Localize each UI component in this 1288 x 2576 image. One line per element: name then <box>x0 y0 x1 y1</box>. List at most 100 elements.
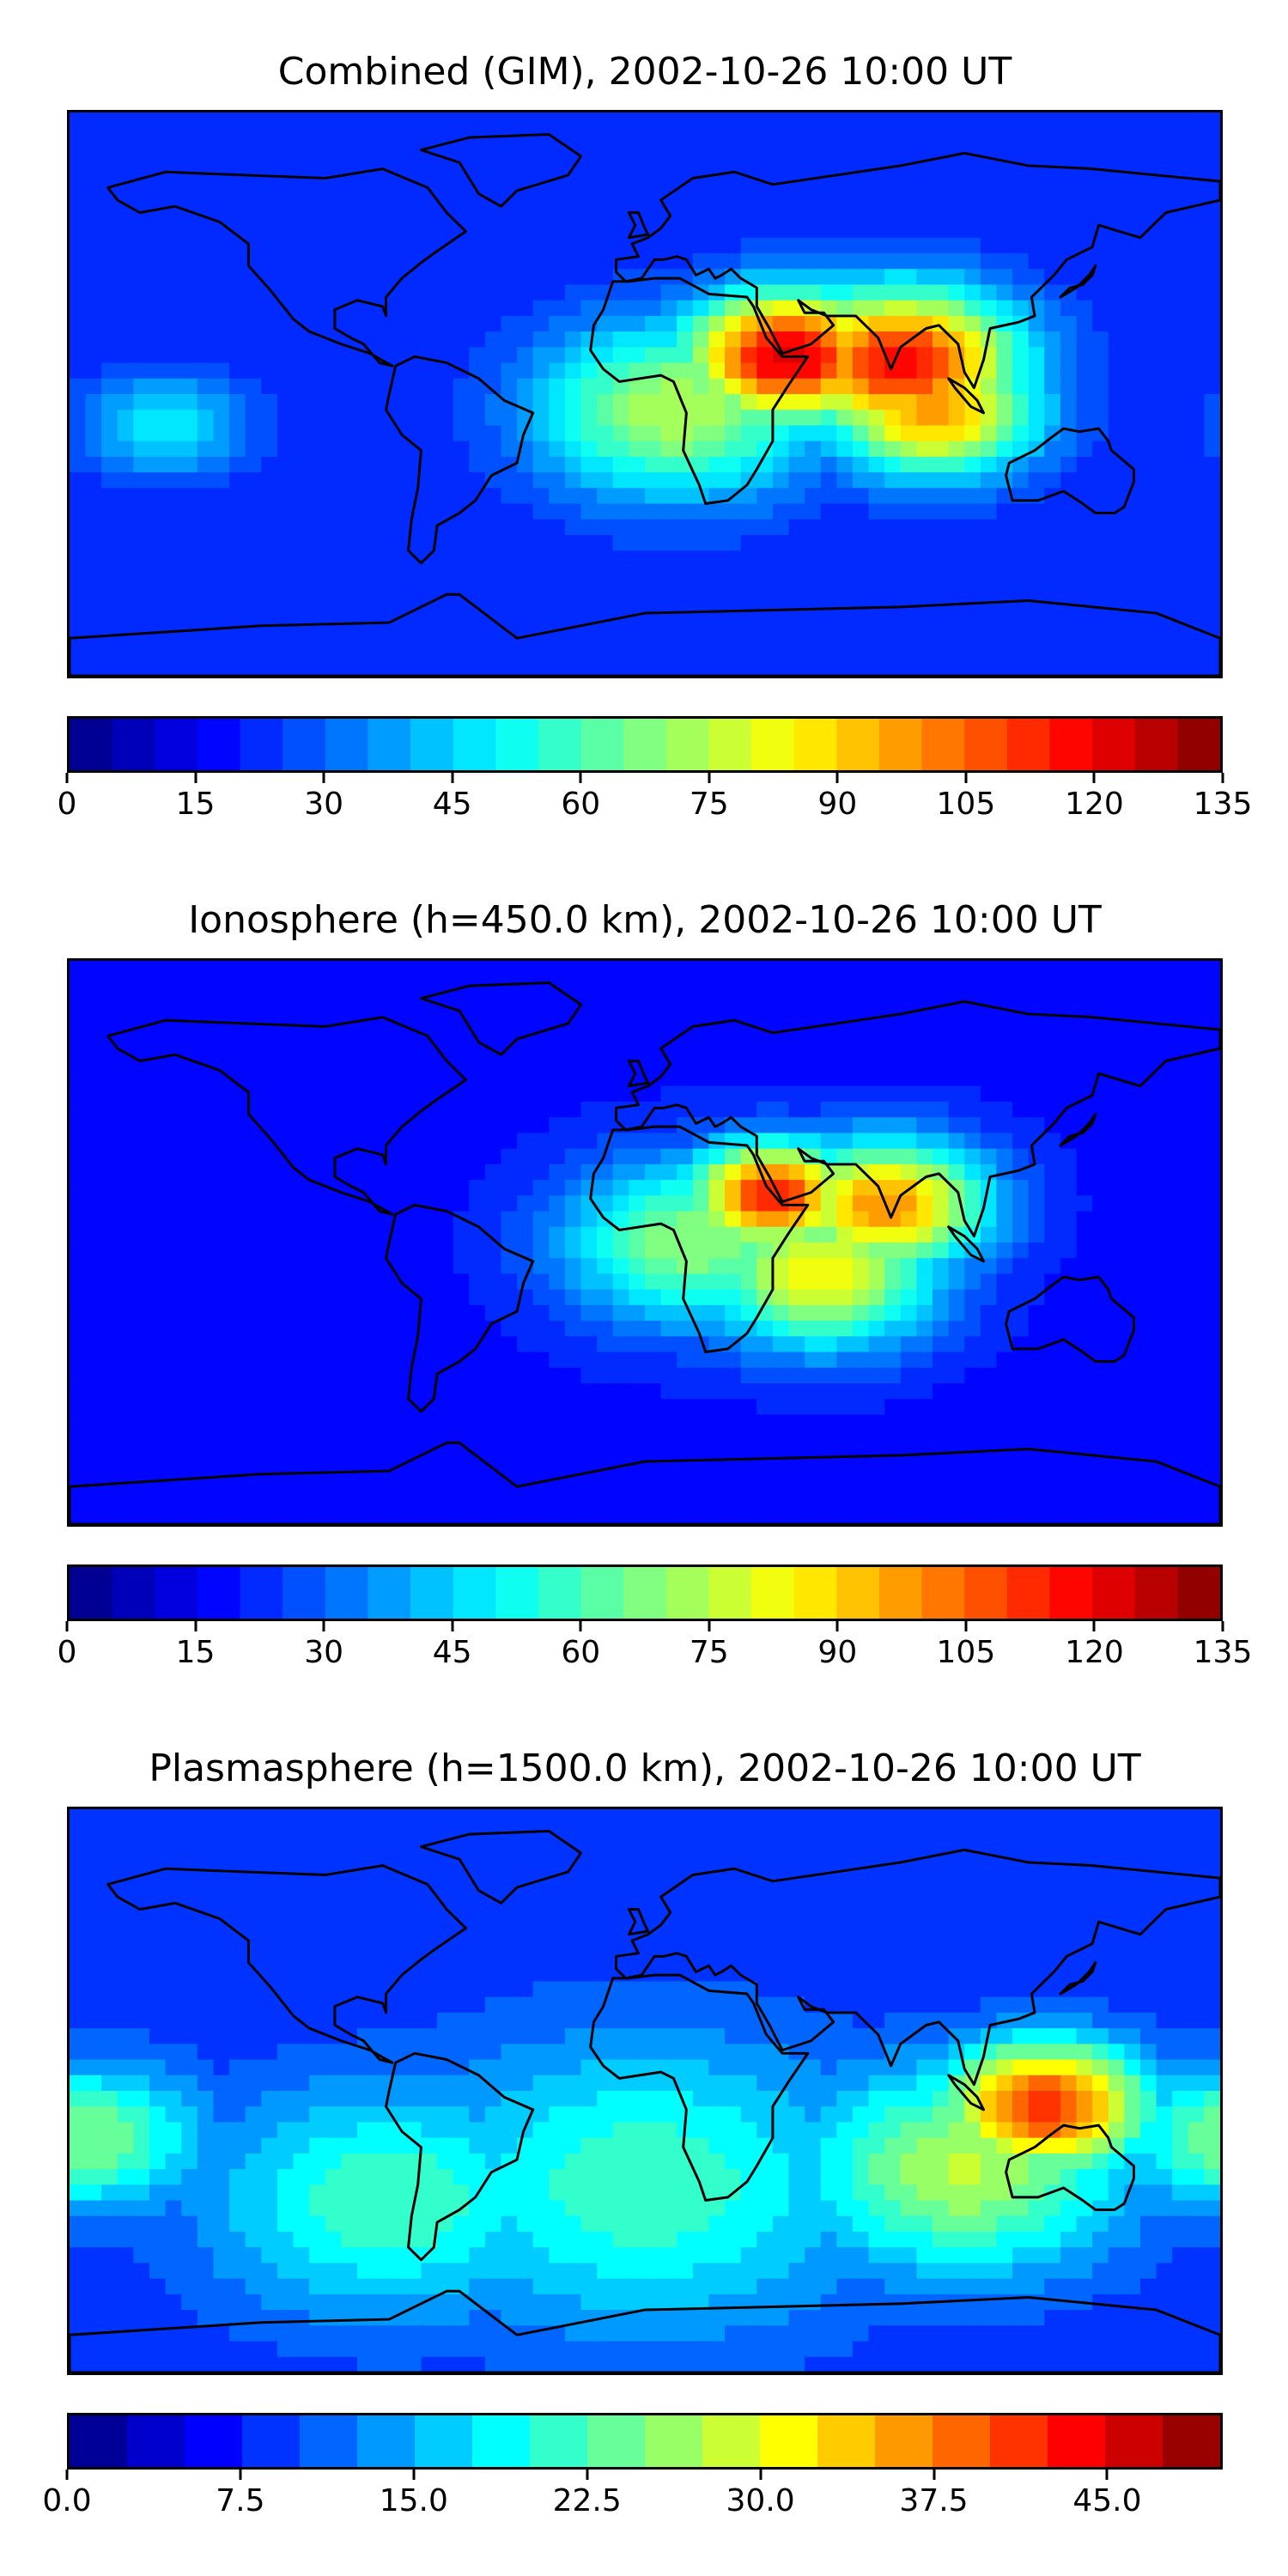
field-cell <box>389 1273 406 1291</box>
field-cell <box>484 472 502 489</box>
field-cell <box>453 659 470 676</box>
field-cell <box>884 566 902 583</box>
field-cell <box>852 1367 870 1384</box>
field-cell <box>421 1226 438 1243</box>
field-cell <box>165 300 182 317</box>
field-cell <box>677 1414 694 1431</box>
field-cell <box>101 253 118 270</box>
field-cell <box>900 1242 917 1259</box>
field-cell <box>788 566 805 583</box>
field-cell <box>1044 394 1061 410</box>
field-cell <box>1124 535 1141 551</box>
field-cell <box>820 566 837 583</box>
field-cell <box>1188 1148 1205 1165</box>
field-cell <box>293 581 310 598</box>
field-cell <box>612 1336 629 1353</box>
field-cell <box>532 331 550 348</box>
field-cell <box>117 519 135 536</box>
field-cell <box>325 581 342 598</box>
field-cell <box>1139 331 1157 348</box>
field-cell <box>948 1163 965 1181</box>
field-cell <box>1092 1352 1109 1369</box>
field-cell <box>165 1367 182 1384</box>
field-cell <box>1156 1430 1173 1447</box>
field-cell <box>1156 1085 1173 1103</box>
field-cell <box>404 206 422 223</box>
field-cell <box>309 644 326 661</box>
field-cell <box>996 1321 1013 1337</box>
field-cell <box>660 961 677 977</box>
field-cell <box>276 237 295 254</box>
field-cell <box>564 550 582 568</box>
field-cell <box>1060 550 1078 568</box>
field-cell <box>181 410 198 427</box>
field-cell <box>660 1383 677 1400</box>
field-cell <box>740 535 757 551</box>
field-cell <box>293 1023 310 1040</box>
field-cell <box>692 1352 710 1369</box>
field-cell <box>229 1054 246 1072</box>
field-cell <box>948 269 965 286</box>
field-cell <box>1044 1445 1061 1462</box>
field-cell <box>564 1054 582 1072</box>
field-cell <box>70 1367 87 1384</box>
field-cell <box>629 1195 646 1212</box>
field-cell <box>756 503 774 520</box>
field-cell <box>692 644 710 661</box>
field-cell <box>612 1211 629 1228</box>
coastline <box>627 211 650 240</box>
field-cell <box>133 1289 150 1306</box>
field-cell <box>948 1039 965 1055</box>
field-cell <box>484 659 502 676</box>
field-cell <box>421 613 438 629</box>
panel-title: Ionosphere (h=450.0 km), 2002-10-26 10:0… <box>188 898 1102 942</box>
field-cell <box>1076 128 1093 145</box>
field-cell <box>677 519 694 536</box>
field-cell <box>117 206 135 223</box>
field-cell <box>309 1445 326 1462</box>
field-cell <box>181 629 198 646</box>
field-cell <box>629 284 646 301</box>
field-cell <box>580 1336 598 1353</box>
field-cell <box>916 1054 933 1072</box>
field-cell <box>85 1054 102 1072</box>
field-cell <box>117 1007 135 1024</box>
field-cell <box>980 237 998 254</box>
field-cell <box>933 1148 950 1165</box>
field-cell <box>85 456 102 473</box>
field-cell <box>117 1258 135 1275</box>
field-cell <box>229 206 246 223</box>
field-cell <box>597 440 614 458</box>
field-cell <box>725 128 742 145</box>
field-cell <box>293 992 310 1009</box>
field-cell <box>660 440 677 458</box>
field-cell <box>564 1383 582 1400</box>
field-cell <box>708 629 726 646</box>
field-cell <box>70 503 87 520</box>
field-cell <box>501 503 518 520</box>
field-cell <box>660 331 677 348</box>
field-cell <box>852 1211 870 1228</box>
field-cell <box>772 1148 790 1165</box>
field-cell <box>564 174 582 191</box>
field-cell <box>437 253 454 270</box>
field-cell <box>612 394 629 410</box>
field-cell <box>868 1383 885 1400</box>
field-cell <box>980 440 998 458</box>
field-cell <box>1076 378 1093 395</box>
field-cell <box>629 597 646 614</box>
field-cell <box>660 1352 677 1369</box>
field-cell <box>245 191 262 207</box>
field-cell <box>580 1039 598 1055</box>
field-cell <box>597 976 614 993</box>
field-cell <box>677 597 694 614</box>
field-cell <box>501 1336 518 1353</box>
field-cell <box>964 472 981 489</box>
field-cell <box>1108 1148 1125 1165</box>
field-cell <box>85 394 102 410</box>
field-cell <box>788 378 805 395</box>
field-cell <box>836 1211 854 1228</box>
field-cell <box>868 222 885 239</box>
field-cell <box>916 1211 933 1228</box>
field-cell <box>1204 1070 1220 1087</box>
